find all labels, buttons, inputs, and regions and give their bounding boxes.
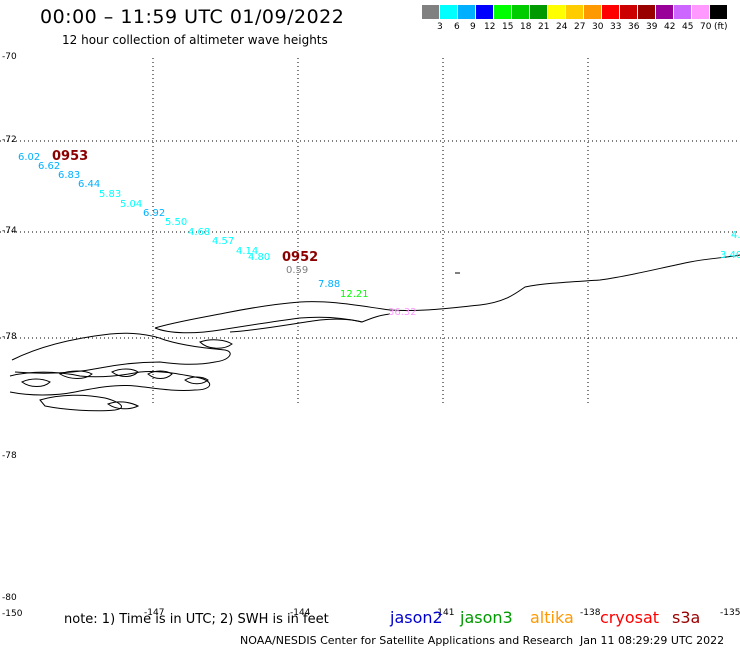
longitude-label: -150 bbox=[2, 609, 23, 619]
longitude-label: -138 bbox=[580, 608, 601, 618]
legend-swatch bbox=[710, 5, 727, 19]
legend-label: 24 bbox=[556, 22, 568, 32]
footer-note: note: 1) Time is in UTC; 2) SWH is in fe… bbox=[64, 612, 329, 627]
wave-height-label: 6.02 bbox=[18, 152, 41, 163]
wave-height-label: 12.21 bbox=[340, 289, 369, 300]
longitude-label: -135 bbox=[720, 608, 740, 618]
legend-label: 15 bbox=[502, 22, 514, 32]
legend-swatch bbox=[548, 5, 565, 19]
satellite-label: jason3 bbox=[460, 608, 513, 627]
latitude-label: -78 bbox=[2, 451, 17, 461]
legend-swatch bbox=[494, 5, 511, 19]
pass-time-label: 0952 bbox=[282, 250, 319, 265]
legend-swatch bbox=[530, 5, 547, 19]
legend-swatch bbox=[656, 5, 673, 19]
legend-label: 30 bbox=[592, 22, 604, 32]
legend-label: 21 bbox=[538, 22, 550, 32]
pass-time-label: 0953 bbox=[52, 149, 89, 164]
wave-height-label: 5.83 bbox=[99, 189, 122, 200]
latitude-label: -78 bbox=[2, 332, 17, 342]
legend-label: 12 bbox=[484, 22, 496, 32]
legend-swatch bbox=[422, 5, 439, 19]
latitude-label: -80 bbox=[2, 593, 17, 603]
satellite-label: cryosat bbox=[600, 608, 660, 627]
coastline bbox=[9, 254, 740, 412]
legend-label: 6 bbox=[454, 22, 460, 32]
wave-height-label: 4.80 bbox=[248, 252, 271, 263]
wave-height-label: 6.83 bbox=[58, 170, 81, 181]
satellite-label: jason2 bbox=[390, 608, 443, 627]
legend-swatch bbox=[566, 5, 583, 19]
legend-swatch bbox=[620, 5, 637, 19]
page-title: 00:00 – 11:59 UTC 01/09/2022 bbox=[40, 6, 345, 28]
wave-height-label: 4. bbox=[731, 230, 740, 241]
wave-height-label: 6.92 bbox=[143, 208, 166, 219]
wave-height-label: 6.44 bbox=[78, 179, 101, 190]
wave-height-label: 5.50 bbox=[165, 217, 188, 228]
wave-height-label: 7.88 bbox=[318, 279, 341, 290]
legend-swatch bbox=[602, 5, 619, 19]
legend-label: 39 bbox=[646, 22, 658, 32]
legend-label: 36 bbox=[628, 22, 640, 32]
credit-line: NOAA/NESDIS Center for Satellite Applica… bbox=[240, 634, 574, 647]
gridlines bbox=[0, 58, 740, 405]
wave-height-label: 0.59 bbox=[286, 265, 309, 276]
satellite-label: altika bbox=[530, 608, 574, 627]
legend-swatch bbox=[674, 5, 691, 19]
latitude-label: -74 bbox=[2, 226, 17, 236]
latitude-label: -72 bbox=[2, 135, 17, 145]
legend-label: 33 bbox=[610, 22, 622, 32]
legend-swatch bbox=[584, 5, 601, 19]
legend-label: 45 bbox=[682, 22, 694, 32]
latitude-label: -70 bbox=[2, 52, 17, 62]
wave-height-label: 6.62 bbox=[38, 161, 61, 172]
wave-height-label: 3.40 bbox=[720, 250, 740, 261]
wave-height-label: 4.57 bbox=[212, 236, 235, 247]
legend-label: 70 bbox=[700, 22, 712, 32]
generated-timestamp: Jan 11 08:29:29 UTC 2022 bbox=[580, 634, 725, 647]
legend-label: 27 bbox=[574, 22, 586, 32]
wave-height-label: 4.68 bbox=[188, 227, 211, 238]
longitude-label: -141 bbox=[434, 608, 455, 618]
legend-swatch bbox=[458, 5, 475, 19]
legend-swatch bbox=[692, 5, 709, 19]
page-subtitle: 12 hour collection of altimeter wave hei… bbox=[62, 33, 328, 47]
legend-swatch bbox=[512, 5, 529, 19]
longitude-label: -147 bbox=[144, 608, 165, 618]
legend-label: 3 bbox=[437, 22, 443, 32]
legend-unit: (ft) bbox=[714, 22, 728, 32]
legend-swatch bbox=[440, 5, 457, 19]
legend-label: 42 bbox=[664, 22, 676, 32]
legend-label: 18 bbox=[520, 22, 532, 32]
legend-swatch bbox=[638, 5, 655, 19]
legend-label: 9 bbox=[470, 22, 476, 32]
wave-height-label: 36.32 bbox=[388, 307, 417, 318]
legend-swatch bbox=[476, 5, 493, 19]
longitude-label: -144 bbox=[290, 608, 311, 618]
wave-height-label: 5.04 bbox=[120, 199, 143, 210]
satellite-label: s3a bbox=[672, 608, 701, 627]
wave-height-label: 4.14 bbox=[236, 246, 259, 257]
